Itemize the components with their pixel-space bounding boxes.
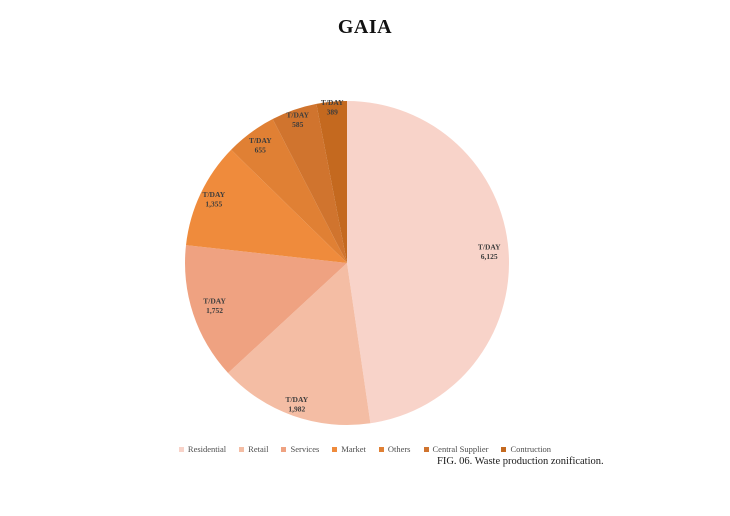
- slice-label-residential: T/DAY 6,125: [478, 243, 501, 262]
- legend-label-residential: Residential: [187, 444, 227, 454]
- legend-swatch-retail: [239, 446, 245, 452]
- pie-slice-retail: [228, 263, 371, 426]
- legend-swatch-services: [281, 446, 287, 452]
- pie-slice-central-supplier: [272, 103, 347, 263]
- legend-swatch-contruction: [501, 446, 507, 452]
- legend-label-market: Market: [341, 444, 366, 454]
- pie-slice-contruction: [316, 101, 347, 263]
- legend-item-retail: Retail: [239, 444, 268, 454]
- legend-item-central-supplier: Central Supplier: [423, 444, 489, 454]
- legend-label-others: Others: [387, 444, 411, 454]
- pie-slice-services: [185, 245, 347, 373]
- pie-slice-others: [231, 119, 347, 263]
- legend-swatch-residential: [178, 446, 184, 452]
- slice-label-central-supplier: T/DAY 585: [286, 111, 309, 130]
- slice-label-retail: T/DAY 1,982: [285, 395, 308, 414]
- chart-title: GAIA: [337, 16, 393, 38]
- legend-swatch-central-supplier: [423, 446, 429, 452]
- figure-caption: FIG. 06. Waste production zonification.: [437, 456, 604, 467]
- slice-label-market: T/DAY 1,355: [202, 190, 225, 209]
- chart-legend: Residential Retail Services Market Others Cen…: [0, 444, 730, 454]
- legend-item-services: Services: [281, 444, 319, 454]
- pie-slice-residential: [347, 100, 510, 424]
- legend-item-contruction: Contruction: [501, 444, 551, 454]
- legend-label-contruction: Contruction: [510, 444, 552, 454]
- legend-label-central-supplier: Central Supplier: [432, 444, 489, 454]
- slice-label-contruction: T/DAY 389: [321, 98, 344, 117]
- slice-label-services: T/DAY 1,752: [203, 297, 226, 316]
- legend-label-services: Services: [290, 444, 320, 454]
- legend-label-retail: Retail: [248, 444, 269, 454]
- legend-swatch-others: [378, 446, 384, 452]
- legend-item-others: Others: [378, 444, 411, 454]
- pie-slice-market: [186, 149, 347, 263]
- legend-item-residential: Residential: [178, 444, 227, 454]
- slice-label-others: T/DAY 655: [249, 136, 272, 155]
- legend-swatch-market: [332, 446, 338, 452]
- legend-item-market: Market: [332, 444, 366, 454]
